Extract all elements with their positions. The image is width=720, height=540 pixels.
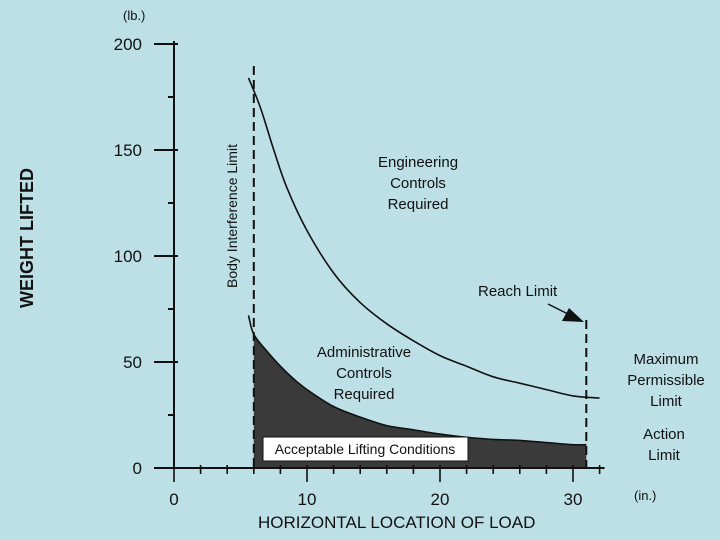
- limit-curves: [247, 77, 600, 446]
- y-tick-label: 200: [114, 35, 142, 54]
- x-tick-label: 20: [431, 490, 450, 509]
- action-limit-label: Action: [643, 426, 685, 443]
- tick-marks: [154, 43, 601, 482]
- engineering-controls-label: Required: [388, 196, 449, 213]
- max-permissible-limit-label: Limit: [650, 393, 683, 410]
- administrative-controls-label: Required: [334, 386, 395, 403]
- engineering-controls-label: Engineering: [378, 154, 458, 171]
- chart-labels: 0 50 100 150 200 0 10 20 30 WEIGHT LIFTED (lb.) HOR…: [17, 8, 705, 532]
- engineering-controls-label: Controls: [390, 175, 446, 192]
- action-limit-curve: [247, 315, 587, 446]
- y-tick-label: 0: [133, 459, 142, 478]
- reach-limit-label: Reach Limit: [478, 283, 558, 300]
- x-tick-label: 0: [169, 490, 178, 509]
- y-tick-label: 50: [123, 353, 142, 372]
- y-axis-title: WEIGHT LIFTED: [17, 168, 37, 308]
- max-permissible-limit-label: Maximum: [633, 351, 698, 368]
- max-permissible-limit-label: Permissible: [627, 372, 705, 389]
- reach-limit-arrowhead: [562, 308, 584, 322]
- x-tick-label: 10: [298, 490, 317, 509]
- y-axis-unit: (lb.): [123, 8, 145, 23]
- x-axis-unit: (in.): [634, 488, 656, 503]
- y-tick-label: 100: [114, 247, 142, 266]
- acceptable-region-shading: [253, 334, 587, 468]
- x-tick-label: 30: [564, 490, 583, 509]
- action-limit-label: Limit: [648, 447, 681, 464]
- acceptable-conditions-box: [262, 436, 469, 462]
- reference-lines: [252, 66, 588, 468]
- body-interference-label: Body Interference Limit: [224, 144, 240, 288]
- max-permissible-limit-curve: [247, 77, 600, 399]
- acceptable-conditions-label: Acceptable Lifting Conditions: [275, 441, 456, 457]
- x-axis-title: HORIZONTAL LOCATION OF LOAD: [258, 513, 535, 532]
- administrative-controls-label: Controls: [336, 365, 392, 382]
- administrative-controls-label: Administrative: [317, 344, 411, 361]
- y-tick-label: 150: [114, 141, 142, 160]
